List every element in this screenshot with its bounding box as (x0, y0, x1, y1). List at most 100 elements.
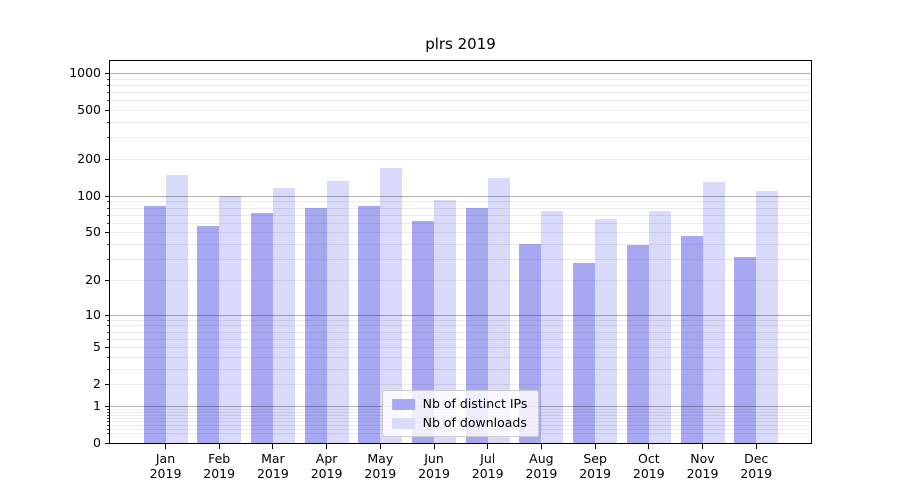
x-tick-year: 2019 (364, 466, 397, 481)
bars-layer (110, 61, 811, 443)
bar-downloads-jun (434, 199, 456, 443)
x-tick-mark (540, 444, 542, 449)
bar-distinct-ips-jun (412, 221, 434, 443)
gridline-minor (110, 325, 811, 327)
x-tick-label: Jan 2019 (139, 451, 193, 481)
gridline-minor (110, 222, 811, 224)
x-tick-year: 2019 (418, 466, 450, 481)
y-tick-label: 1000 (69, 64, 101, 80)
legend-swatch-downloads (391, 417, 415, 429)
gridline-minor (110, 319, 811, 321)
bar-downloads-oct (648, 211, 671, 443)
x-tick-month: Jul (480, 451, 496, 466)
x-tick-label: Mar 2019 (246, 451, 300, 481)
x-tick-year: 2019 (632, 466, 665, 481)
y-minor-tick-mark (107, 338, 110, 340)
y-tick-mark (105, 195, 110, 197)
gridline-minor (110, 100, 811, 102)
x-tick-mark (755, 444, 757, 449)
y-tick-mark (105, 347, 110, 348)
x-tick-mark (326, 444, 328, 449)
bar-downloads-nov (702, 181, 725, 443)
bar-distinct-ips-jul (465, 207, 488, 443)
y-minor-tick-mark (107, 356, 110, 358)
y-minor-tick-mark (107, 92, 110, 93)
y-minor-tick-mark (107, 421, 110, 423)
x-tick-year: 2019 (256, 466, 289, 481)
y-tick-mark (105, 443, 110, 444)
y-minor-tick-mark (107, 414, 110, 416)
gridline-minor (110, 368, 811, 370)
y-tick-mark (105, 158, 110, 160)
y-minor-tick-mark (107, 244, 110, 246)
x-tick-label: Dec 2019 (729, 451, 783, 481)
gridline-minor (110, 259, 811, 261)
x-tick-label: May 2019 (353, 451, 407, 481)
y-tick-mark (105, 314, 110, 316)
x-tick-month: Dec (744, 451, 769, 466)
y-tick-mark (105, 72, 110, 74)
gridline-minor (110, 92, 811, 93)
x-tick-year: 2019 (579, 466, 611, 481)
x-tick-year: 2019 (149, 466, 182, 481)
gridline-major (110, 195, 811, 197)
x-tick-mark (165, 444, 166, 449)
y-minor-tick-mark (107, 207, 110, 209)
x-tick-year: 2019 (203, 466, 236, 481)
y-minor-tick-mark (107, 100, 110, 102)
x-axis-labels: Jan 2019 Feb 2019 Mar 2019 Apr 2019 May 2019 Jun 20… (110, 451, 811, 491)
y-tick-label: 5 (93, 339, 101, 354)
y-tick-label: 0 (93, 435, 101, 450)
gridline-minor (110, 331, 811, 333)
gridline-minor (110, 347, 811, 348)
y-minor-tick-mark (107, 84, 110, 86)
y-tick-mark (105, 405, 110, 407)
gridline-minor (110, 279, 811, 281)
gridline-minor (110, 338, 811, 340)
y-tick-label: 20 (85, 271, 101, 287)
x-tick-label: Sep 2019 (568, 451, 622, 481)
y-tick-label: 2 (93, 376, 101, 392)
bar-downloads-sep (595, 218, 618, 443)
x-tick-label: Feb 2019 (192, 451, 246, 481)
bar-distinct-ips-dec (734, 257, 757, 443)
x-tick-year: 2019 (686, 466, 719, 481)
x-tick-year: 2019 (525, 466, 558, 481)
x-tick-month: Jan (155, 451, 176, 466)
x-tick-mark (218, 444, 220, 449)
x-tick-label: Jul 2019 (461, 451, 515, 481)
x-tick-mark (487, 444, 489, 449)
y-tick-label: 1 (93, 397, 101, 413)
plot-area: Nb of distinct IPs Nb of downloads (105, 60, 812, 449)
legend: Nb of distinct IPs Nb of downloads (381, 390, 540, 437)
y-minor-tick-mark (107, 222, 110, 224)
gridline-minor (110, 78, 811, 80)
legend-swatch-distinct-ips (391, 398, 415, 410)
bar-downloads-aug (541, 211, 564, 443)
x-tick-month: Aug (529, 451, 554, 466)
y-minor-tick-mark (107, 428, 110, 430)
gridline-minor (110, 232, 811, 234)
legend-label: Nb of distinct IPs (422, 396, 528, 411)
gridline-minor (110, 137, 811, 139)
x-tick-mark (433, 444, 435, 449)
x-tick-month: Apr (315, 451, 338, 466)
gridline-minor (110, 207, 811, 209)
y-tick-mark (105, 232, 110, 234)
x-tick-mark (594, 444, 596, 449)
x-tick-year: 2019 (310, 466, 343, 481)
y-minor-tick-mark (107, 201, 110, 203)
y-tick-mark (105, 110, 110, 111)
bar-distinct-ips-mar (250, 213, 273, 443)
bar-distinct-ips-jan (143, 205, 166, 443)
x-tick-month: Sep (583, 451, 607, 466)
legend-item: Nb of distinct IPs (391, 396, 530, 411)
legend-item: Nb of downloads (391, 416, 530, 430)
gridline-minor (110, 244, 811, 246)
x-tick-mark (272, 444, 274, 449)
bar-distinct-ips-feb (197, 226, 220, 443)
bar-downloads-feb (219, 195, 242, 443)
y-minor-tick-mark (107, 259, 110, 261)
y-tick-label: 100 (77, 187, 101, 203)
